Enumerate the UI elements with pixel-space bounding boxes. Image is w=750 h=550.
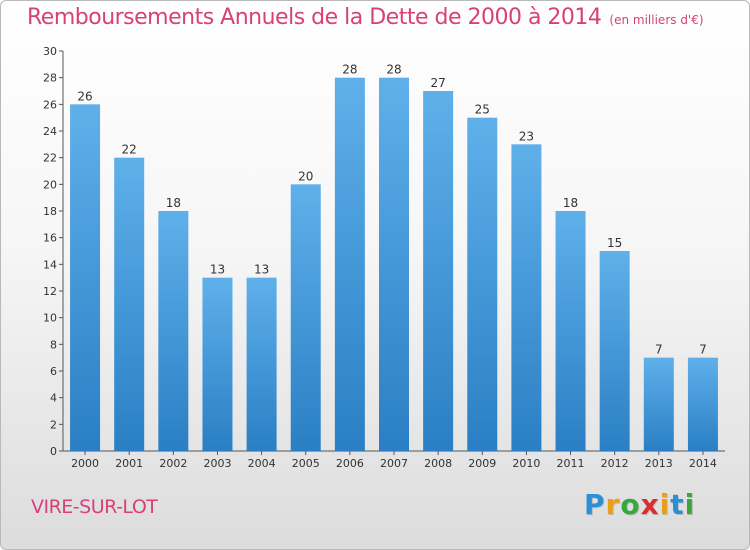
x-tick-label: 2001 <box>115 457 143 470</box>
bar-2005 <box>291 184 321 451</box>
bar-2007 <box>379 78 409 451</box>
x-tick-label: 2004 <box>248 457 276 470</box>
bar-2013 <box>644 358 674 451</box>
y-tick-label: 24 <box>43 125 57 138</box>
logo-letter: i <box>660 488 671 521</box>
logo-letter: t <box>670 488 684 521</box>
x-tick-label: 2002 <box>159 457 187 470</box>
bar-2009 <box>467 118 497 451</box>
data-label: 13 <box>254 263 269 277</box>
bar-2000 <box>70 104 100 451</box>
bar-2006 <box>335 78 365 451</box>
bar-2012 <box>600 251 630 451</box>
bar-2001 <box>114 158 144 451</box>
data-label: 25 <box>475 103 490 117</box>
data-label: 7 <box>655 343 663 357</box>
bar-2002 <box>158 211 188 451</box>
bar-2010 <box>511 144 541 451</box>
data-label: 13 <box>210 263 225 277</box>
x-tick-label: 2014 <box>689 457 717 470</box>
bar-2014 <box>688 358 718 451</box>
commune-name: VIRE-SUR-LOT <box>31 496 157 518</box>
chart-frame: Remboursements Annuels de la Dette de 20… <box>0 0 750 550</box>
x-tick-label: 2000 <box>71 457 99 470</box>
bar-chart: 024681012141618202224262830 2000 2001 2002… <box>1 1 749 549</box>
y-tick-label: 22 <box>43 152 57 165</box>
bar-2004 <box>247 278 277 451</box>
x-tick-label: 2013 <box>645 457 673 470</box>
bar-2011 <box>556 211 586 451</box>
logo-letter: P <box>584 488 606 521</box>
y-tick-label: 2 <box>50 418 57 431</box>
logo-letter: x <box>641 488 660 521</box>
y-tick-label: 18 <box>43 205 57 218</box>
data-label: 23 <box>519 129 534 143</box>
data-label: 28 <box>386 63 401 77</box>
x-tick-label: 2003 <box>203 457 231 470</box>
y-tick-label: 12 <box>43 285 57 298</box>
data-label: 7 <box>699 343 707 357</box>
y-tick-label: 6 <box>50 365 57 378</box>
bar-2003 <box>202 278 232 451</box>
data-label: 18 <box>563 196 578 210</box>
x-tick-label: 2010 <box>512 457 540 470</box>
data-label: 20 <box>298 169 313 183</box>
proxiti-logo[interactable]: Proxiti <box>584 488 695 521</box>
x-tick-label: 2007 <box>380 457 408 470</box>
y-tick-label: 0 <box>50 445 57 458</box>
y-tick-label: 28 <box>43 72 57 85</box>
y-tick-label: 4 <box>50 392 57 405</box>
bar-2008 <box>423 91 453 451</box>
x-tick-label: 2005 <box>292 457 320 470</box>
data-label: 18 <box>166 196 181 210</box>
logo-letter: o <box>620 488 640 521</box>
logo-letter: i <box>685 488 696 521</box>
logo-letter: r <box>606 488 621 521</box>
y-tick-label: 20 <box>43 178 57 191</box>
y-tick-label: 10 <box>43 312 57 325</box>
data-label: 28 <box>342 63 357 77</box>
x-tick-label: 2011 <box>557 457 585 470</box>
y-tick-label: 14 <box>43 258 57 271</box>
y-tick-label: 16 <box>43 232 57 245</box>
y-tick-label: 30 <box>43 45 57 58</box>
data-label: 26 <box>77 89 92 103</box>
data-label: 15 <box>607 236 622 250</box>
x-tick-label: 2006 <box>336 457 364 470</box>
x-tick-label: 2009 <box>468 457 496 470</box>
data-label: 22 <box>122 143 137 157</box>
x-tick-label: 2012 <box>601 457 629 470</box>
x-axis: 2000 2001 2002 2003 2004 2005 2006 2007 2008 2009… <box>63 451 725 470</box>
data-label: 27 <box>430 76 445 90</box>
y-tick-label: 26 <box>43 98 57 111</box>
y-tick-label: 8 <box>50 338 57 351</box>
x-tick-label: 2008 <box>424 457 452 470</box>
bars <box>70 78 718 451</box>
